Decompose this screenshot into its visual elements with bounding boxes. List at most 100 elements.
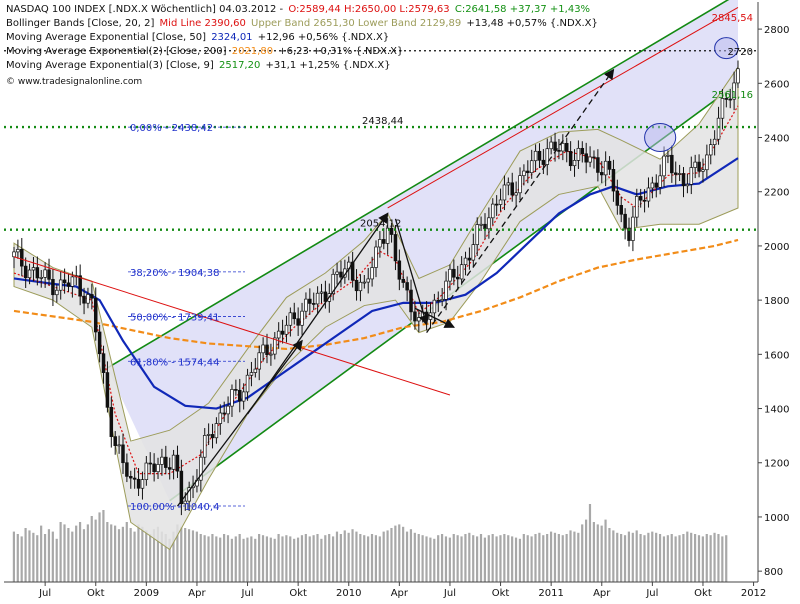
candle-body xyxy=(487,217,491,230)
volume-bar xyxy=(693,534,697,582)
volume-bar xyxy=(534,534,537,582)
volume-bar xyxy=(94,519,97,582)
volume-bar xyxy=(250,536,253,582)
candle-body xyxy=(417,317,421,322)
volume-bar xyxy=(429,537,432,582)
candle-body xyxy=(117,444,121,447)
candle-body xyxy=(631,216,635,241)
candle-body xyxy=(467,257,472,261)
candle-body xyxy=(393,234,398,262)
volume-bar xyxy=(320,538,323,582)
candle-body xyxy=(689,167,694,185)
candle-body xyxy=(440,299,444,302)
candle-body xyxy=(269,353,273,356)
volume-bar xyxy=(581,524,584,582)
candle-body xyxy=(234,389,238,391)
volume-bar xyxy=(230,538,233,582)
candle-body xyxy=(164,456,168,468)
candle-body xyxy=(506,182,511,186)
candle-body xyxy=(140,479,145,489)
volume-bar xyxy=(631,532,634,582)
volume-bar xyxy=(658,534,662,582)
volume-bar xyxy=(86,524,89,582)
candle-body xyxy=(109,406,114,437)
volume-bar xyxy=(102,510,105,582)
candle-body xyxy=(720,98,725,119)
volume-bar xyxy=(160,531,163,582)
candle-body xyxy=(611,169,616,192)
candle-body xyxy=(156,464,160,473)
x-tick-label: 2011 xyxy=(538,588,563,599)
candle-body xyxy=(136,478,141,489)
volume-bar xyxy=(705,534,708,582)
candle-body xyxy=(475,224,479,245)
volume-bar xyxy=(386,530,389,582)
volume-bar xyxy=(133,531,136,582)
x-tick-label: Okt xyxy=(289,588,307,599)
candle-body xyxy=(666,154,670,157)
y-tick-label: 800 xyxy=(764,567,783,578)
highlight-circle xyxy=(714,37,739,60)
candle-body xyxy=(129,476,133,479)
candle-body xyxy=(401,278,405,283)
volume-bar xyxy=(569,530,572,582)
volume-bar xyxy=(168,538,171,582)
volume-bar xyxy=(28,530,31,582)
watermark: © www.tradesignalonline.com xyxy=(6,77,142,87)
candle-body xyxy=(280,330,285,335)
candle-body xyxy=(405,282,409,291)
candle-body xyxy=(335,271,339,275)
candle-body xyxy=(82,295,86,304)
svg-text:Moving Average Exponential [Cl: Moving Average Exponential [Close, 50] 2… xyxy=(6,32,389,43)
trend-arrow xyxy=(426,68,615,334)
volume-bar xyxy=(367,536,370,582)
volume-bar xyxy=(592,522,595,582)
candle-body xyxy=(557,150,561,152)
volume-bar xyxy=(530,536,533,582)
candle-body xyxy=(354,279,359,292)
volume-bar xyxy=(121,526,124,582)
volume-bar xyxy=(187,529,191,582)
candle-body xyxy=(132,477,137,480)
candle-body xyxy=(732,82,736,100)
candle-body xyxy=(319,291,324,294)
volume-bar xyxy=(67,528,70,582)
candle-body xyxy=(619,205,623,215)
candle-body xyxy=(253,368,258,373)
candle-body xyxy=(273,337,277,355)
candle-body xyxy=(125,462,129,477)
volume-bar xyxy=(394,525,397,582)
volume-bar xyxy=(141,526,144,582)
candle-body xyxy=(93,297,98,333)
volume-bar xyxy=(343,530,346,582)
candle-body xyxy=(658,175,662,188)
volume-bar xyxy=(304,534,307,582)
svg-text:Moving Average Exponential(3): Moving Average Exponential(3) [Close, 9]… xyxy=(6,60,391,71)
candle-body xyxy=(97,331,102,355)
volume-bar xyxy=(514,537,518,582)
volume-bar xyxy=(538,532,541,582)
header-line5-label: Moving Average Exponential(3) [Close, 9] xyxy=(6,60,214,71)
candle-body xyxy=(218,412,223,424)
volume-bar xyxy=(542,535,545,582)
candle-body xyxy=(179,470,184,505)
trend-arrow xyxy=(394,218,430,326)
volume-bar xyxy=(444,536,448,582)
volume-bar xyxy=(697,535,701,582)
volume-bar xyxy=(620,534,623,582)
candle-body xyxy=(584,153,588,163)
volume-bar xyxy=(300,535,304,582)
candle-body xyxy=(444,280,448,300)
header-legend: NASDAQ 100 INDEX [.NDX.X Wöchentlich] 04… xyxy=(6,4,598,87)
volume-bar xyxy=(335,531,339,582)
volume-bar xyxy=(129,528,132,582)
volume-bar xyxy=(526,535,529,582)
candle-body xyxy=(167,467,172,470)
candle-body xyxy=(160,456,164,465)
volume-bar xyxy=(647,532,650,582)
candle-body xyxy=(705,154,709,171)
header-line4-label: Moving Average Exponential(2) [Close, 20… xyxy=(6,46,227,57)
candle-body xyxy=(358,281,363,292)
